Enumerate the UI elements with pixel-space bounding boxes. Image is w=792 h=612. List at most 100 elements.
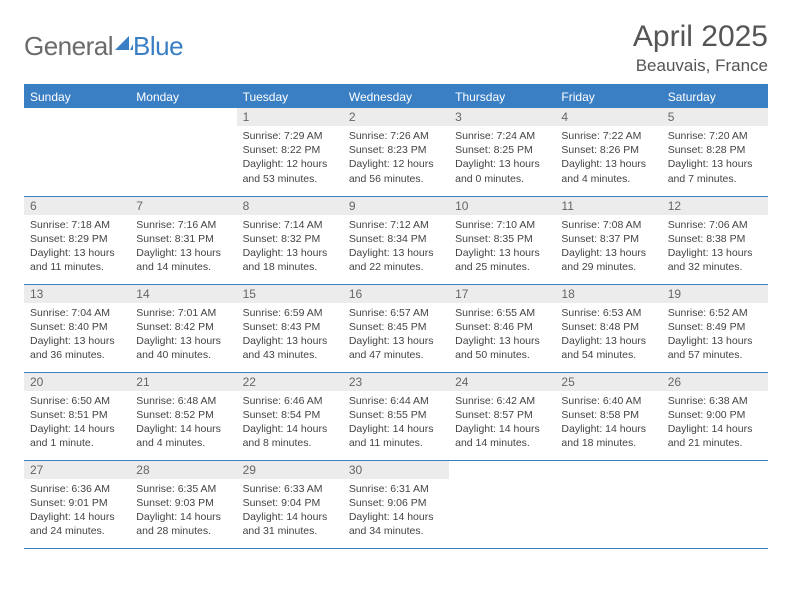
calendar-week: 20Sunrise: 6:50 AMSunset: 8:51 PMDayligh… xyxy=(24,372,768,460)
day-header: Thursday xyxy=(449,85,555,108)
brand-part1: General xyxy=(24,31,113,62)
daylight-line: Daylight: 13 hours and 47 minutes. xyxy=(349,334,443,362)
day-details: Sunrise: 6:35 AMSunset: 9:03 PMDaylight:… xyxy=(130,479,236,543)
calendar-cell: 24Sunrise: 6:42 AMSunset: 8:57 PMDayligh… xyxy=(449,372,555,460)
sunrise-line: Sunrise: 6:53 AM xyxy=(561,306,655,320)
sunset-line: Sunset: 8:42 PM xyxy=(136,320,230,334)
sunset-line: Sunset: 8:25 PM xyxy=(455,143,549,157)
sunrise-line: Sunrise: 7:18 AM xyxy=(30,218,124,232)
daylight-line: Daylight: 13 hours and 50 minutes. xyxy=(455,334,549,362)
calendar-cell: 25Sunrise: 6:40 AMSunset: 8:58 PMDayligh… xyxy=(555,372,661,460)
day-number: 3 xyxy=(449,108,555,126)
sunset-line: Sunset: 9:00 PM xyxy=(668,408,762,422)
calendar-cell: 10Sunrise: 7:10 AMSunset: 8:35 PMDayligh… xyxy=(449,196,555,284)
day-details: Sunrise: 6:48 AMSunset: 8:52 PMDaylight:… xyxy=(130,391,236,455)
daylight-line: Daylight: 13 hours and 29 minutes. xyxy=(561,246,655,274)
day-header: Monday xyxy=(130,85,236,108)
sunrise-line: Sunrise: 6:33 AM xyxy=(243,482,337,496)
day-number: 4 xyxy=(555,108,661,126)
calendar-cell xyxy=(130,108,236,196)
sunset-line: Sunset: 8:26 PM xyxy=(561,143,655,157)
day-number: 30 xyxy=(343,461,449,479)
sunrise-line: Sunrise: 7:08 AM xyxy=(561,218,655,232)
sunrise-line: Sunrise: 6:57 AM xyxy=(349,306,443,320)
calendar-cell: 15Sunrise: 6:59 AMSunset: 8:43 PMDayligh… xyxy=(237,284,343,372)
sunrise-line: Sunrise: 7:16 AM xyxy=(136,218,230,232)
sunrise-line: Sunrise: 6:55 AM xyxy=(455,306,549,320)
day-details: Sunrise: 7:26 AMSunset: 8:23 PMDaylight:… xyxy=(343,126,449,190)
page-header: General Blue April 2025 Beauvais, France xyxy=(24,20,768,76)
sunset-line: Sunset: 8:37 PM xyxy=(561,232,655,246)
day-number: 27 xyxy=(24,461,130,479)
sunrise-line: Sunrise: 7:22 AM xyxy=(561,129,655,143)
daylight-line: Daylight: 14 hours and 8 minutes. xyxy=(243,422,337,450)
daylight-line: Daylight: 13 hours and 18 minutes. xyxy=(243,246,337,274)
day-details: Sunrise: 6:31 AMSunset: 9:06 PMDaylight:… xyxy=(343,479,449,543)
sunset-line: Sunset: 8:54 PM xyxy=(243,408,337,422)
day-details: Sunrise: 6:59 AMSunset: 8:43 PMDaylight:… xyxy=(237,303,343,367)
day-details: Sunrise: 7:18 AMSunset: 8:29 PMDaylight:… xyxy=(24,215,130,279)
sunset-line: Sunset: 8:31 PM xyxy=(136,232,230,246)
day-details: Sunrise: 7:01 AMSunset: 8:42 PMDaylight:… xyxy=(130,303,236,367)
calendar-cell xyxy=(449,460,555,548)
sunrise-line: Sunrise: 6:50 AM xyxy=(30,394,124,408)
sunrise-line: Sunrise: 7:29 AM xyxy=(243,129,337,143)
calendar-cell: 16Sunrise: 6:57 AMSunset: 8:45 PMDayligh… xyxy=(343,284,449,372)
day-details: Sunrise: 6:44 AMSunset: 8:55 PMDaylight:… xyxy=(343,391,449,455)
sunset-line: Sunset: 8:35 PM xyxy=(455,232,549,246)
sunset-line: Sunset: 8:46 PM xyxy=(455,320,549,334)
sunset-line: Sunset: 8:38 PM xyxy=(668,232,762,246)
calendar-cell: 12Sunrise: 7:06 AMSunset: 8:38 PMDayligh… xyxy=(662,196,768,284)
month-title: April 2025 xyxy=(633,20,768,54)
day-number: 16 xyxy=(343,285,449,303)
calendar-cell: 18Sunrise: 6:53 AMSunset: 8:48 PMDayligh… xyxy=(555,284,661,372)
calendar-cell: 27Sunrise: 6:36 AMSunset: 9:01 PMDayligh… xyxy=(24,460,130,548)
day-number: 7 xyxy=(130,197,236,215)
sunrise-line: Sunrise: 7:01 AM xyxy=(136,306,230,320)
daylight-line: Daylight: 14 hours and 18 minutes. xyxy=(561,422,655,450)
day-header: Saturday xyxy=(662,85,768,108)
calendar-cell: 11Sunrise: 7:08 AMSunset: 8:37 PMDayligh… xyxy=(555,196,661,284)
calendar-cell: 9Sunrise: 7:12 AMSunset: 8:34 PMDaylight… xyxy=(343,196,449,284)
daylight-line: Daylight: 13 hours and 54 minutes. xyxy=(561,334,655,362)
calendar-cell: 23Sunrise: 6:44 AMSunset: 8:55 PMDayligh… xyxy=(343,372,449,460)
sunset-line: Sunset: 8:32 PM xyxy=(243,232,337,246)
day-details: Sunrise: 7:08 AMSunset: 8:37 PMDaylight:… xyxy=(555,215,661,279)
day-number: 5 xyxy=(662,108,768,126)
daylight-line: Daylight: 13 hours and 36 minutes. xyxy=(30,334,124,362)
day-details: Sunrise: 7:04 AMSunset: 8:40 PMDaylight:… xyxy=(24,303,130,367)
day-details: Sunrise: 6:55 AMSunset: 8:46 PMDaylight:… xyxy=(449,303,555,367)
day-number: 20 xyxy=(24,373,130,391)
day-details: Sunrise: 7:29 AMSunset: 8:22 PMDaylight:… xyxy=(237,126,343,190)
day-header-row: SundayMondayTuesdayWednesdayThursdayFrid… xyxy=(24,85,768,108)
sunrise-line: Sunrise: 6:44 AM xyxy=(349,394,443,408)
calendar-cell: 19Sunrise: 6:52 AMSunset: 8:49 PMDayligh… xyxy=(662,284,768,372)
daylight-line: Daylight: 13 hours and 11 minutes. xyxy=(30,246,124,274)
title-block: April 2025 Beauvais, France xyxy=(633,20,768,76)
brand-logo: General Blue xyxy=(24,26,183,67)
daylight-line: Daylight: 12 hours and 56 minutes. xyxy=(349,157,443,185)
daylight-line: Daylight: 13 hours and 43 minutes. xyxy=(243,334,337,362)
day-number: 13 xyxy=(24,285,130,303)
day-number: 19 xyxy=(662,285,768,303)
sunset-line: Sunset: 9:01 PM xyxy=(30,496,124,510)
calendar-cell: 7Sunrise: 7:16 AMSunset: 8:31 PMDaylight… xyxy=(130,196,236,284)
day-number: 14 xyxy=(130,285,236,303)
sunset-line: Sunset: 8:22 PM xyxy=(243,143,337,157)
calendar-cell: 21Sunrise: 6:48 AMSunset: 8:52 PMDayligh… xyxy=(130,372,236,460)
day-details: Sunrise: 6:50 AMSunset: 8:51 PMDaylight:… xyxy=(24,391,130,455)
sunset-line: Sunset: 8:34 PM xyxy=(349,232,443,246)
day-number: 29 xyxy=(237,461,343,479)
sunrise-line: Sunrise: 6:42 AM xyxy=(455,394,549,408)
sunrise-line: Sunrise: 7:26 AM xyxy=(349,129,443,143)
calendar-cell: 30Sunrise: 6:31 AMSunset: 9:06 PMDayligh… xyxy=(343,460,449,548)
calendar-week: 13Sunrise: 7:04 AMSunset: 8:40 PMDayligh… xyxy=(24,284,768,372)
daylight-line: Daylight: 14 hours and 34 minutes. xyxy=(349,510,443,538)
sunset-line: Sunset: 8:29 PM xyxy=(30,232,124,246)
calendar-cell: 3Sunrise: 7:24 AMSunset: 8:25 PMDaylight… xyxy=(449,108,555,196)
day-details: Sunrise: 7:16 AMSunset: 8:31 PMDaylight:… xyxy=(130,215,236,279)
day-header: Tuesday xyxy=(237,85,343,108)
sunrise-line: Sunrise: 7:12 AM xyxy=(349,218,443,232)
sunset-line: Sunset: 8:28 PM xyxy=(668,143,762,157)
day-number: 8 xyxy=(237,197,343,215)
